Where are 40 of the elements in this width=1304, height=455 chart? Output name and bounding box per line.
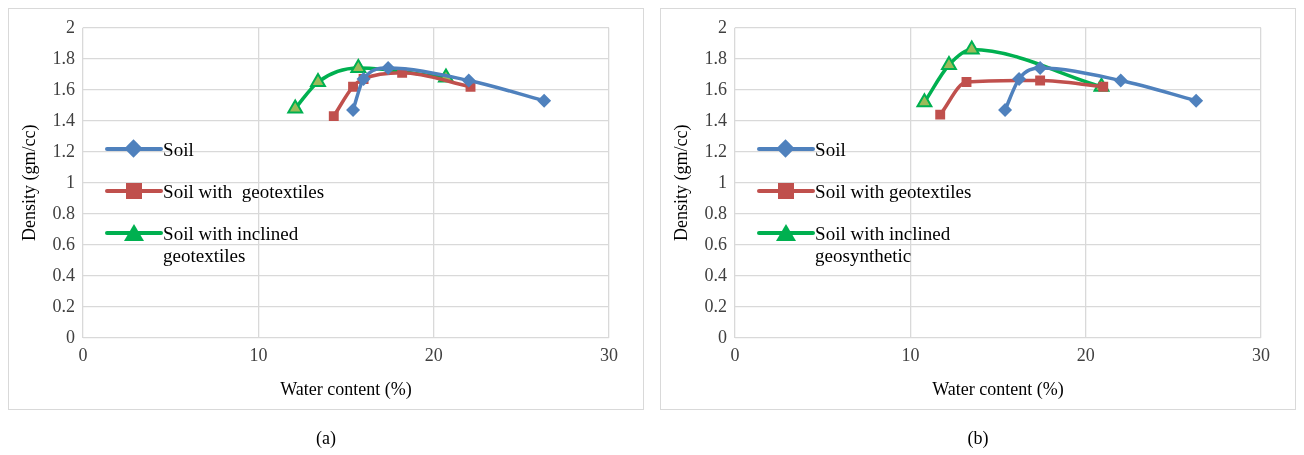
y-tick-label: 0.6 xyxy=(704,233,728,254)
text: (b) xyxy=(966,428,990,449)
y-tick-label: 1 xyxy=(66,171,76,192)
legend-label: Soil with geotextiles xyxy=(815,181,973,204)
y-axis-title: Density (gm/cc) xyxy=(18,124,40,242)
text: (a) xyxy=(315,428,337,449)
legend-label: Soil with geotextiles xyxy=(163,181,326,204)
y-tick-label: 0.4 xyxy=(52,264,76,285)
legend-label: Soil with inclined geosynthetic xyxy=(815,223,952,268)
x-axis-title: Water content (%) xyxy=(280,378,412,400)
y-tick-label: 0 xyxy=(718,326,728,347)
y-tick-label: 0.8 xyxy=(704,202,728,223)
legend-label: Soil xyxy=(163,139,195,162)
y-tick-label: 2 xyxy=(66,16,76,37)
y-tick-label: 2 xyxy=(718,16,728,37)
y-axis-title: Density (gm/cc) xyxy=(670,124,692,242)
x-tick-label: 30 xyxy=(600,345,618,366)
y-tick-label: 0.8 xyxy=(52,202,76,223)
y-tick-label: 0.6 xyxy=(52,233,76,254)
y-tick-label: 1 xyxy=(718,171,728,192)
y-tick-label: 0.4 xyxy=(704,264,728,285)
legend-label: Soil xyxy=(815,139,847,162)
x-tick-label: 30 xyxy=(1252,345,1270,366)
y-tick-label: 1.8 xyxy=(52,47,76,68)
y-tick-label: 1.2 xyxy=(704,140,728,161)
y-tick-label: 0.2 xyxy=(52,295,76,316)
x-tick-label: 10 xyxy=(901,345,920,366)
y-tick-label: 1.4 xyxy=(704,109,728,130)
x-tick-label: 10 xyxy=(249,345,268,366)
y-tick-label: 0.2 xyxy=(704,295,728,316)
y-tick-label: 1.6 xyxy=(704,78,728,99)
x-tick-label: 20 xyxy=(1076,345,1095,366)
legend-label: Soil with inclined geotextiles xyxy=(163,223,300,268)
y-tick-label: 0 xyxy=(66,326,76,347)
x-tick-label: 20 xyxy=(424,345,443,366)
y-tick-label: 1.4 xyxy=(52,109,76,130)
y-tick-label: 1.2 xyxy=(52,140,76,161)
x-axis-title: Water content (%) xyxy=(932,378,1064,400)
y-tick-label: 1.6 xyxy=(52,78,76,99)
y-tick-label: 1.8 xyxy=(704,47,728,68)
